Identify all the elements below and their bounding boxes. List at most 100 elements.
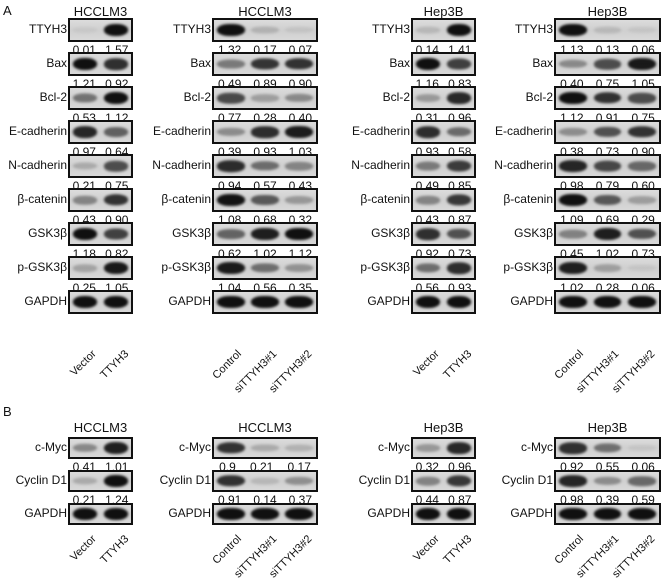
panel-letter-a: A	[3, 3, 12, 18]
protein-band	[103, 475, 128, 487]
blot-strip	[411, 222, 476, 246]
protein-band	[593, 508, 622, 520]
blot-strip	[411, 470, 476, 492]
protein-band	[217, 24, 245, 36]
protein-band	[285, 58, 313, 70]
protein-band	[593, 476, 622, 486]
protein-band	[628, 296, 656, 308]
protein-band	[217, 92, 245, 104]
protein-band	[593, 160, 622, 172]
protein-band	[416, 228, 441, 240]
protein-band	[628, 228, 656, 240]
protein-label: Bcl-2	[525, 90, 553, 104]
protein-band	[285, 508, 313, 520]
protein-label: c-Myc	[521, 440, 553, 454]
protein-band	[628, 476, 656, 486]
cell-line-title: HCCLM3	[238, 4, 292, 19]
blot-strip	[554, 18, 661, 42]
blot-strip	[68, 52, 133, 76]
lane-label: Vector	[68, 348, 99, 379]
protein-band	[251, 26, 279, 34]
protein-label: β-catenin	[360, 192, 410, 206]
blot-strip	[411, 256, 476, 280]
protein-band	[73, 195, 98, 205]
protein-band	[103, 442, 128, 454]
protein-band	[416, 94, 441, 102]
protein-band	[217, 442, 245, 454]
protein-band	[416, 161, 441, 171]
protein-band	[593, 296, 622, 308]
protein-band	[628, 26, 656, 34]
blot-strip	[68, 470, 133, 492]
protein-band	[593, 26, 622, 34]
blot-strip	[212, 188, 318, 212]
protein-band	[73, 93, 98, 103]
blot-strip	[68, 222, 133, 246]
blot-strip	[554, 154, 661, 178]
protein-label: p-GSK3β	[17, 260, 67, 274]
protein-band	[559, 296, 587, 308]
protein-band	[73, 296, 98, 308]
blot-strip	[554, 256, 661, 280]
blot-strip	[212, 154, 318, 178]
blot-strip	[411, 290, 476, 314]
lane-label: Control	[552, 348, 587, 382]
blot-strip	[411, 154, 476, 178]
protein-band	[103, 296, 128, 308]
protein-band	[559, 160, 587, 172]
blot-strip	[68, 18, 133, 42]
protein-band	[446, 296, 471, 308]
panel-letter-b: B	[3, 404, 12, 419]
protein-band	[446, 475, 471, 487]
blot-strip	[68, 188, 133, 212]
protein-band	[73, 126, 98, 138]
lane-label: TTYH3	[98, 348, 132, 382]
protein-band	[103, 160, 128, 172]
protein-band	[446, 228, 471, 240]
protein-band	[593, 58, 622, 70]
protein-band	[73, 477, 98, 485]
protein-band	[285, 26, 313, 34]
protein-label: Bax	[532, 56, 553, 70]
protein-band	[628, 264, 656, 272]
protein-band	[285, 296, 313, 308]
protein-band	[103, 262, 128, 274]
lane-label: Control	[552, 533, 587, 567]
protein-label: β-catenin	[503, 192, 553, 206]
blot-strip	[68, 154, 133, 178]
blot-strip	[212, 120, 318, 144]
protein-label: TTYH3	[514, 22, 553, 36]
protein-label: c-Myc	[179, 440, 211, 454]
protein-label: Cyclin D1	[358, 473, 410, 487]
blot-strip	[554, 52, 661, 76]
protein-band	[593, 264, 622, 272]
protein-label: c-Myc	[35, 440, 67, 454]
protein-band	[103, 194, 128, 206]
protein-label: GAPDH	[367, 294, 410, 308]
cell-line-title: Hep3B	[587, 420, 628, 435]
protein-band	[73, 58, 98, 70]
protein-label: GAPDH	[367, 506, 410, 520]
protein-band	[217, 160, 245, 172]
blot-strip	[212, 437, 318, 459]
protein-band	[628, 161, 656, 171]
blot-strip	[411, 437, 476, 459]
protein-label: N-cadherin	[494, 158, 553, 172]
blot-strip	[554, 188, 661, 212]
protein-band	[628, 126, 656, 138]
protein-band	[416, 58, 441, 70]
protein-label: β-catenin	[17, 192, 67, 206]
blot-strip	[68, 503, 133, 525]
blot-strip	[212, 18, 318, 42]
protein-band	[103, 92, 128, 104]
lane-label: Control	[210, 348, 245, 382]
protein-band	[217, 262, 245, 274]
protein-band	[285, 196, 313, 204]
blot-strip	[212, 52, 318, 76]
protein-label: E-cadherin	[8, 124, 67, 138]
protein-band	[285, 93, 313, 103]
protein-label: E-cadherin	[351, 124, 410, 138]
blot-strip	[554, 86, 661, 110]
blot-strip	[68, 290, 133, 314]
protein-label: E-cadherin	[152, 124, 211, 138]
